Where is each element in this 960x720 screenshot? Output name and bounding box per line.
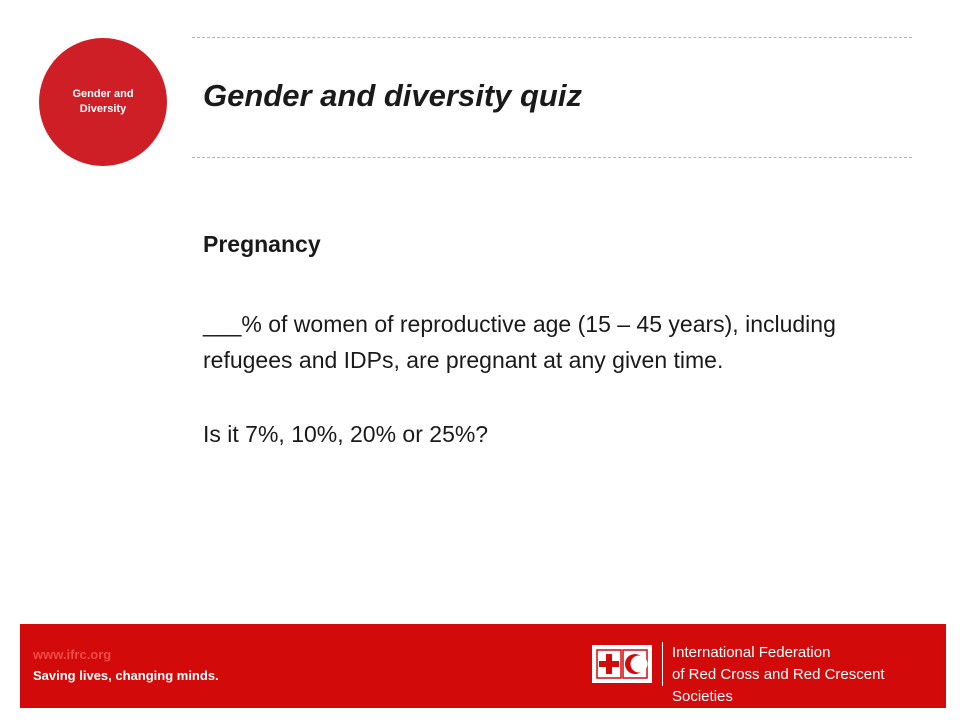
red-cross-horizontal [599,661,619,667]
organization-name-line-2: of Red Cross and Red Crescent Societies [672,666,885,705]
quiz-question: ___% of women of reproductive age (15 – … [203,311,836,373]
slide-title: Gender and diversity quiz [203,78,582,113]
topic-badge-label: Gender and Diversity [58,87,148,117]
footer-tagline: Saving lives, changing minds. [33,668,219,683]
quiz-options: Is it 7%, 10%, 20% or 25%? [203,421,489,447]
footer-bar: www.ifrc.org Saving lives, changing mind… [20,624,946,708]
slide-content: Pregnancy ___% of women of reproductive … [203,226,923,452]
logo-divider [662,642,663,686]
topic-badge-line-2: Diversity [79,103,127,115]
emblem-cross-frame [596,649,622,679]
red-crescent-inner [630,655,648,673]
footer-url: www.ifrc.org [33,647,112,662]
topic-badge: Gender and Diversity [39,38,167,166]
title-divider-bottom [192,157,912,158]
emblem-graphic [594,647,650,681]
red-cross-red-crescent-emblem-icon [592,645,652,683]
organization-name-line-1: International Federation [672,644,831,661]
title-divider-top [192,37,912,38]
topic-badge-line-1: Gender and [72,88,134,100]
content-heading: Pregnancy [203,231,321,257]
organization-name: International Federation of Red Cross an… [672,642,946,708]
